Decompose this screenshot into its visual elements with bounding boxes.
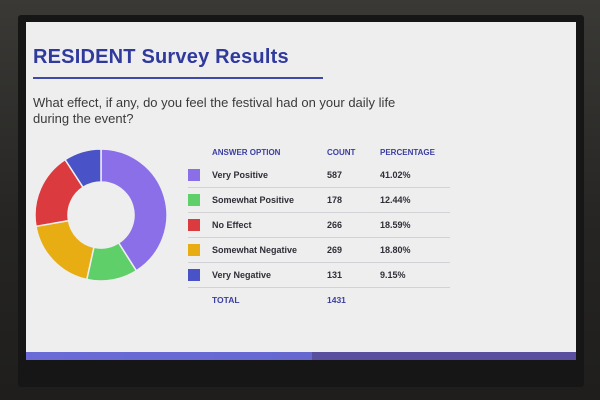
results-table: ANSWER OPTION COUNT PERCENTAGE Very Posi… [188, 143, 450, 313]
answer-option: Somewhat Positive [212, 195, 295, 205]
table-row: Very Positive 587 41.02% [188, 163, 450, 188]
answer-percentage: 9.15% [380, 270, 406, 280]
legend-swatch [188, 218, 200, 231]
answer-percentage: 41.02% [380, 170, 411, 180]
survey-question: What effect, if any, do you feel the fes… [33, 95, 396, 126]
answer-percentage: 18.80% [380, 245, 411, 255]
answer-percentage: 18.59% [380, 220, 411, 230]
table-header: ANSWER OPTION COUNT PERCENTAGE [188, 143, 450, 163]
answer-count: 269 [327, 245, 343, 255]
table-row: Somewhat Positive 178 12.44% [188, 188, 450, 213]
slide-footer-bar [26, 352, 576, 360]
total-label: TOTAL [212, 295, 240, 305]
answer-option: Somewhat Negative [212, 245, 298, 255]
answer-option: No Effect [212, 220, 252, 230]
answer-option: Very Positive [212, 170, 269, 180]
donut-chart [34, 148, 168, 282]
legend-swatch [188, 268, 200, 281]
table-row: No Effect 266 18.59% [188, 213, 450, 238]
total-row: TOTAL 1431 [188, 288, 450, 313]
slide-title: RESIDENT Survey Results [33, 46, 289, 68]
answer-option: Very Negative [212, 270, 272, 280]
total-count: 1431 [327, 295, 346, 305]
header-count: COUNT [327, 148, 356, 157]
answer-count: 178 [327, 195, 343, 205]
title-underline [33, 77, 323, 79]
legend-swatch [188, 193, 200, 206]
legend-swatch [188, 243, 200, 256]
donut-slice-very-negative [64, 148, 102, 189]
table-row: Somewhat Negative 269 18.80% [188, 238, 450, 263]
answer-count: 587 [327, 170, 343, 180]
answer-count: 131 [327, 270, 343, 280]
legend-swatch [188, 168, 200, 181]
answer-count: 266 [327, 220, 343, 230]
donut-slice-somewhat-negative [35, 219, 95, 281]
header-answer-option: ANSWER OPTION [212, 148, 281, 157]
answer-percentage: 12.44% [380, 195, 411, 205]
table-row: Very Negative 131 9.15% [188, 263, 450, 288]
header-percentage: PERCENTAGE [380, 148, 435, 157]
donut-slice-very-positive [100, 148, 168, 272]
